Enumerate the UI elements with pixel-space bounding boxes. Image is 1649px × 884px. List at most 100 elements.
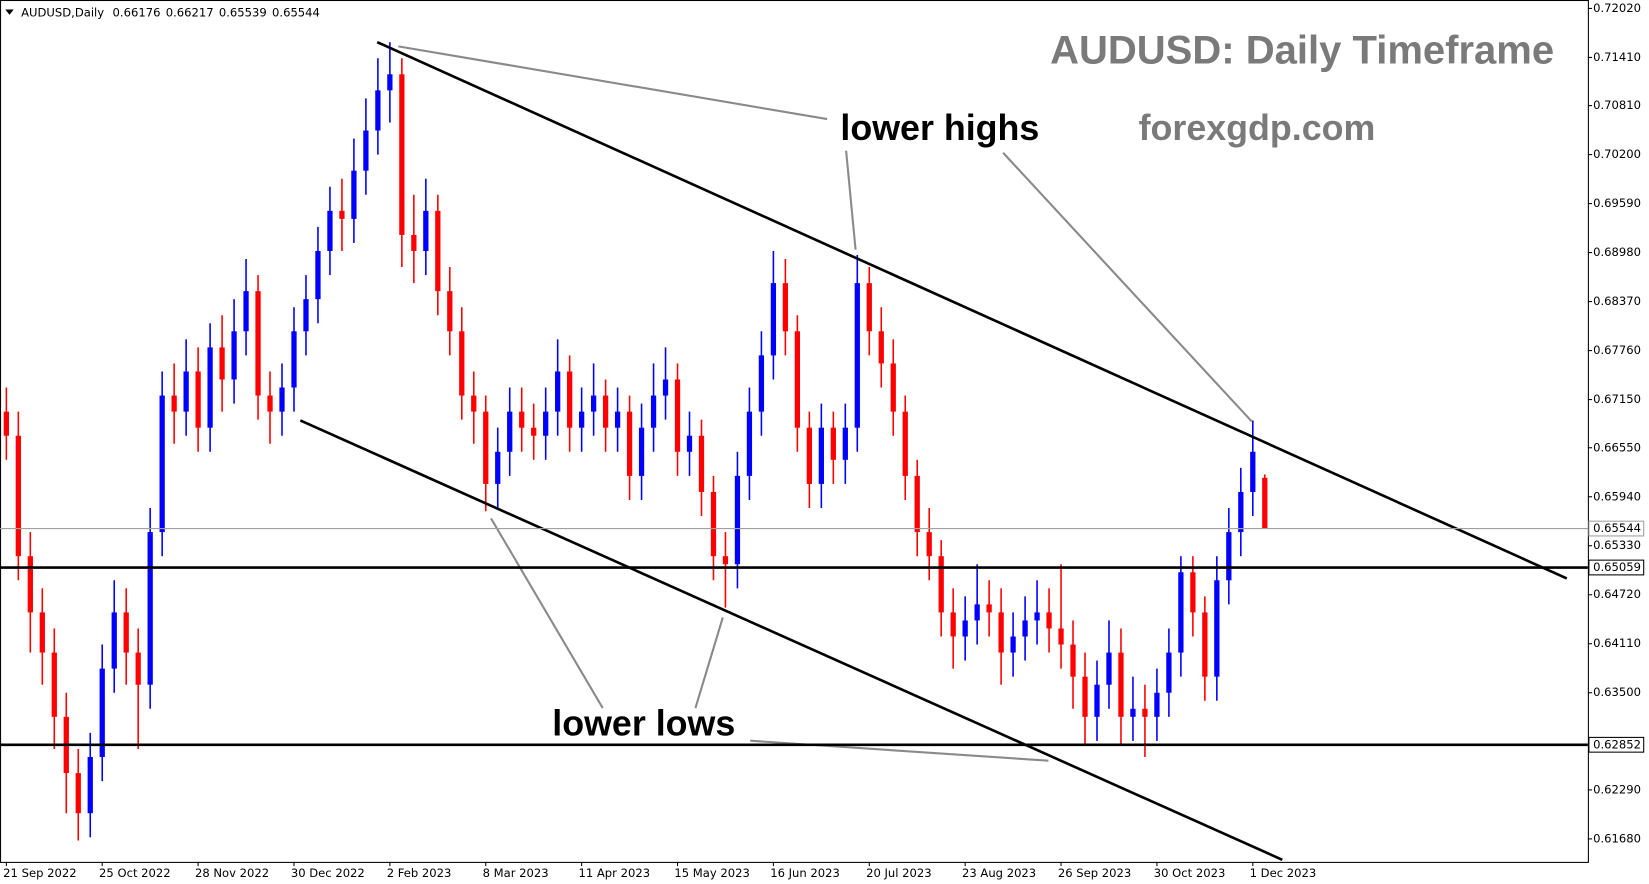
candle-body (1022, 620, 1028, 637)
candle-body (315, 250, 321, 300)
candle-body (1202, 612, 1208, 677)
y-tick-label: 0.67760 (1593, 343, 1641, 357)
candle-body (722, 556, 729, 565)
candle-body (686, 435, 693, 452)
y-tick-label: 0.64110 (1593, 636, 1641, 650)
x-tick-label: 8 Mar 2023 (483, 866, 549, 880)
price-label: 0.65059 (1593, 560, 1641, 574)
y-tick-label: 0.65940 (1593, 489, 1641, 503)
candle-body (243, 291, 249, 332)
ohlc-value: 0.66176 (113, 5, 161, 19)
y-tick-label: 0.68980 (1593, 245, 1641, 259)
candle-body (459, 331, 465, 396)
candle-body (758, 355, 765, 412)
candle-body (567, 371, 573, 428)
candle-body (111, 612, 117, 669)
x-tick-label: 23 Aug 2023 (962, 866, 1036, 880)
candle-body (87, 756, 93, 814)
candle-body (363, 130, 369, 171)
lower-trend-line (299, 419, 1283, 861)
candle-body (770, 283, 777, 356)
candle-body (75, 773, 81, 814)
candle-body (543, 411, 549, 436)
candle-body (602, 395, 609, 428)
candle-body (926, 532, 932, 557)
candle-body (1130, 708, 1136, 717)
annotation: lower highs (840, 108, 1039, 148)
pointer (398, 45, 828, 121)
y-tick-label: 0.70810 (1593, 98, 1641, 112)
x-tick-label: 30 Oct 2023 (1154, 866, 1226, 880)
upper-trend-line (376, 40, 1568, 580)
candle-body (519, 411, 525, 428)
candle-body (1046, 612, 1052, 629)
candle-body (986, 604, 992, 613)
candle-body (387, 74, 393, 91)
x-tick-label: 15 May 2023 (674, 866, 750, 880)
candle-body (159, 395, 165, 533)
candle-body (626, 411, 633, 476)
candle-body (806, 427, 812, 484)
ohlc-value: 0.65544 (272, 5, 320, 19)
x-tick-label: 11 Apr 2023 (578, 866, 650, 880)
candle-body (351, 170, 357, 219)
candle-body (962, 620, 968, 637)
annotation: lower lows (552, 703, 735, 743)
candle-body (3, 411, 9, 436)
ohlc-value: 0.65539 (219, 5, 267, 19)
candle-body (411, 234, 417, 251)
candle-body (219, 347, 225, 380)
price-label-box (1588, 559, 1645, 576)
candle-body (171, 395, 177, 412)
candle-body (231, 331, 237, 380)
candle-body (447, 291, 453, 332)
symbol: AUDUSD,Daily (21, 5, 104, 19)
y-tick-label: 0.62290 (1593, 782, 1641, 796)
y-tick-label: 0.69590 (1593, 196, 1641, 210)
pointer (845, 150, 857, 250)
candle-body (1082, 676, 1088, 717)
candle-body (255, 291, 261, 396)
x-tick-label: 30 Dec 2022 (291, 866, 365, 880)
candle-body (842, 427, 848, 460)
x-tick-label: 1 Dec 2023 (1250, 866, 1317, 880)
candle-body (866, 283, 872, 332)
y-tick-label: 0.65330 (1593, 538, 1641, 552)
candle-body (1154, 692, 1160, 717)
candle-body (998, 612, 1004, 653)
candle-body (1262, 477, 1268, 529)
price-label: 0.62852 (1593, 737, 1641, 751)
y-tick-label: 0.63500 (1593, 685, 1641, 699)
candle-body (590, 395, 597, 412)
candle-body (39, 612, 45, 653)
y-tick-label: 0.71410 (1593, 50, 1641, 64)
symbol-header: AUDUSD,Daily 0.66176 0.66217 0.65539 0.65544 (21, 5, 320, 19)
y-tick-label: 0.68370 (1593, 294, 1641, 308)
y-tick-label: 0.66550 (1593, 440, 1641, 454)
price-label-box (1588, 736, 1645, 753)
ohlc-value: 0.66217 (166, 5, 214, 19)
candle-body (555, 371, 561, 412)
candle-body (614, 411, 621, 428)
y-tick-label: 0.61680 (1593, 831, 1641, 845)
pointer (1002, 152, 1253, 423)
x-tick-label: 16 Jun 2023 (770, 866, 840, 880)
candle-body (495, 451, 501, 484)
y-tick-label: 0.70200 (1593, 147, 1641, 161)
candle-body (650, 395, 657, 428)
candle-body (1058, 628, 1064, 645)
price-label-box (1588, 520, 1645, 537)
candle-body (830, 427, 836, 460)
candle-body (435, 210, 441, 292)
candle-body (375, 90, 381, 131)
candle-body (1214, 580, 1220, 677)
pointers (398, 45, 1253, 762)
candle-body (674, 379, 681, 452)
candle-body (818, 427, 824, 484)
candle-body (974, 604, 980, 621)
plot-frame (0, 0, 1589, 863)
candle-body (339, 210, 345, 219)
